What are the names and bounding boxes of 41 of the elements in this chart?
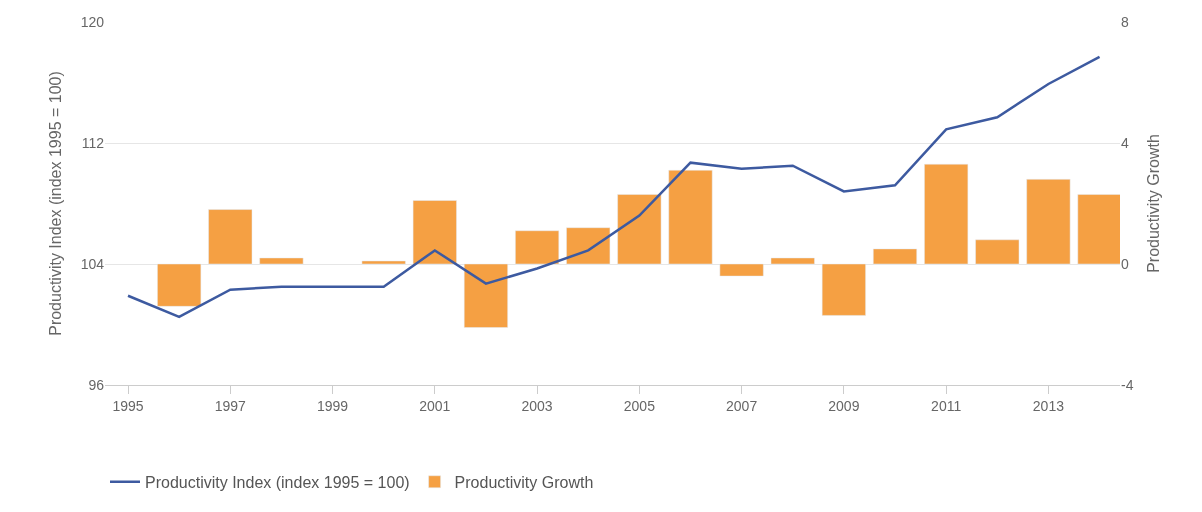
bar — [515, 230, 560, 265]
bar — [719, 263, 764, 277]
y-tick-label: 96 — [88, 376, 105, 393]
bar — [412, 200, 457, 265]
bar — [873, 248, 917, 265]
y2-tick-label: 0 — [1121, 255, 1129, 272]
legend-label: Productivity Growth — [454, 474, 594, 491]
y-axis-title: Productivity Index (index 1995 = 100) — [46, 71, 64, 336]
x-tick-label: 2009 — [828, 397, 860, 414]
x-tick-label: 1995 — [112, 397, 144, 414]
line-series — [126, 55, 1101, 319]
bar — [157, 263, 202, 307]
bar — [1026, 179, 1071, 265]
x-tick-label: 2005 — [623, 397, 656, 414]
bar — [463, 263, 508, 328]
bar — [259, 257, 304, 265]
bar — [1077, 194, 1120, 265]
y-tick-label: 120 — [80, 13, 105, 30]
y2-tick-label: 4 — [1121, 134, 1129, 151]
bar — [924, 163, 969, 265]
bar — [668, 169, 713, 265]
bar — [566, 227, 611, 265]
y2-tick-label: 8 — [1121, 13, 1129, 30]
x-tick-label: 2011 — [931, 397, 962, 414]
bar — [361, 260, 406, 265]
y2-axis-title: Productivity Growth — [1145, 134, 1163, 273]
y-tick-label: 112 — [81, 134, 105, 151]
y2-tick-label: -4 — [1121, 376, 1134, 393]
y-tick-label: 104 — [80, 255, 105, 272]
x-tick-label: 1999 — [316, 397, 349, 414]
bar — [617, 194, 662, 265]
x-tick-label: 2013 — [1032, 397, 1065, 414]
bar — [770, 257, 815, 265]
x-tick-label: 2001 — [419, 397, 451, 414]
bar — [208, 209, 253, 265]
bar — [975, 239, 1020, 265]
x-tick-label: 1997 — [214, 397, 247, 414]
x-tick-label: 2003 — [521, 397, 553, 414]
legend-label: Productivity Index (index 1995 = 100) — [145, 474, 410, 491]
bar — [821, 263, 866, 316]
x-tick-label: 2007 — [726, 397, 758, 414]
